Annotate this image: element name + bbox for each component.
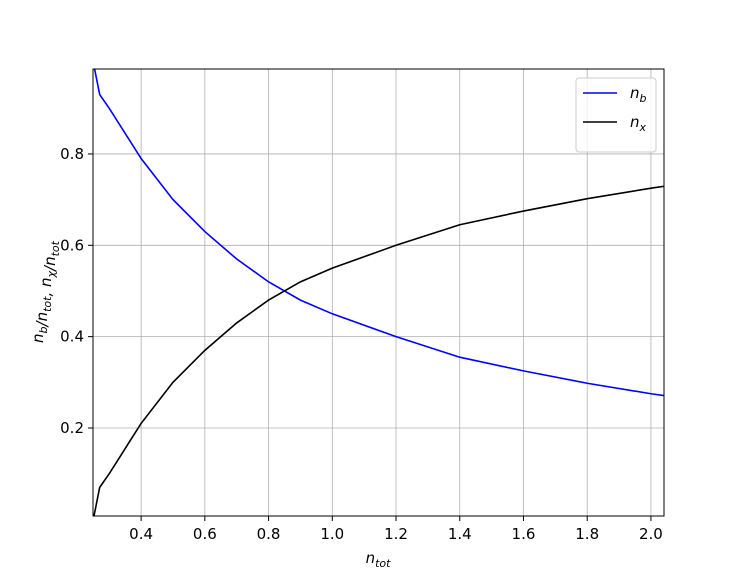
- x-axis-label: ntot: [366, 549, 392, 570]
- x-tick-label: 1.0: [320, 525, 344, 543]
- x-tick-label: 1.2: [384, 525, 408, 543]
- y-tick-label: 0.4: [60, 328, 84, 346]
- subscript: tot: [49, 240, 62, 256]
- subscript: x: [639, 121, 647, 134]
- x-tick-label: 1.4: [448, 525, 472, 543]
- x-tick-label: 2.0: [639, 525, 663, 543]
- legend-label: nx: [630, 113, 647, 134]
- x-tick-label: 1.6: [512, 525, 536, 543]
- x-tick-label: 0.8: [257, 525, 281, 543]
- y-tick-label: 0.8: [60, 145, 84, 163]
- x-tick-label: 0.4: [129, 525, 153, 543]
- plot-frame: [92, 68, 665, 517]
- y-axis-label: nb/ntot, nχ/ntot: [29, 240, 62, 343]
- text-part: , n: [37, 277, 55, 296]
- text-part: /n: [41, 256, 59, 273]
- text-part: n: [366, 549, 376, 567]
- y-tick-label: 0.2: [60, 419, 84, 437]
- subscript: b: [37, 326, 50, 333]
- subscript: χ: [45, 270, 58, 278]
- y-tick-label: 0.6: [60, 236, 84, 254]
- text-part: n: [630, 113, 640, 131]
- x-tick-label: 0.6: [193, 525, 217, 543]
- series-line: [93, 185, 664, 516]
- legend-box: [575, 77, 657, 153]
- text-part: n: [29, 333, 47, 343]
- subscript: tot: [375, 557, 391, 570]
- subscript: b: [640, 92, 647, 105]
- legend-label: nb: [630, 84, 647, 105]
- x-tick-label: 1.8: [575, 525, 599, 543]
- text-part: n: [630, 84, 640, 102]
- text-part: /n: [33, 312, 51, 329]
- subscript: tot: [41, 296, 54, 312]
